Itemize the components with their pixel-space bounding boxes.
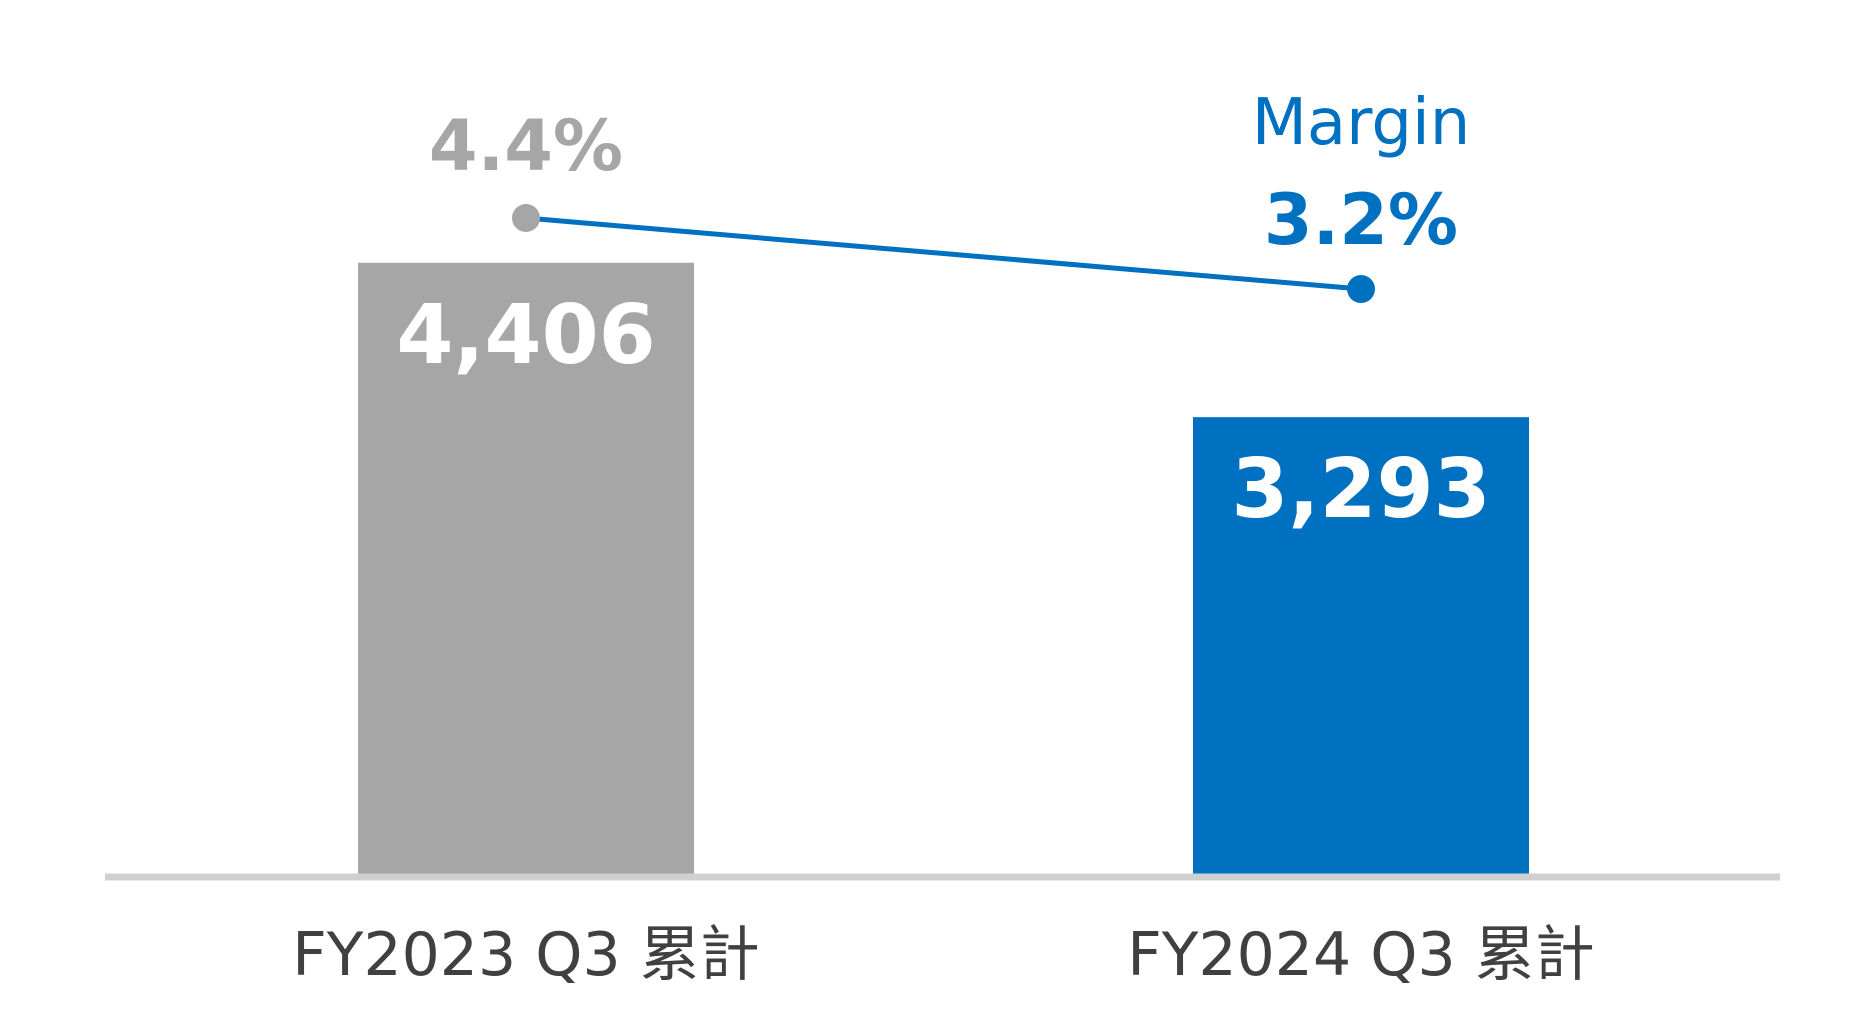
margin-legend-label: Margin <box>1252 86 1471 160</box>
margin-point-0 <box>512 204 540 232</box>
margin-value-label: 4.4% <box>429 105 623 187</box>
bar-1 <box>1193 417 1529 874</box>
bar-value-label: 4,406 <box>396 288 655 383</box>
x-tick-label: FY2023 Q3 累計 <box>292 920 759 990</box>
margin-point-1 <box>1347 275 1375 304</box>
margin-value-label: 3.2% <box>1264 179 1458 261</box>
bar-0 <box>358 262 694 875</box>
margin-line <box>525 215 1362 292</box>
x-tick-label: FY2024 Q3 累計 <box>1127 920 1594 990</box>
bar-value-label: 3,293 <box>1231 442 1490 537</box>
